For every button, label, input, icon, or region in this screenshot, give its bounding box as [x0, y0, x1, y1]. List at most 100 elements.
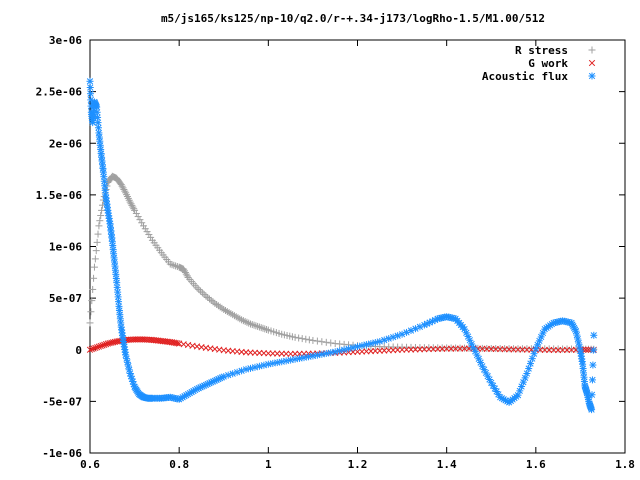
data-point-r-stress: [238, 316, 246, 324]
data-point-r-stress: [313, 337, 321, 345]
data-point-acoustic-flux: [94, 119, 102, 127]
data-point-r-stress: [90, 274, 98, 282]
data-point-r-stress: [263, 326, 271, 334]
data-point-r-stress: [138, 219, 146, 227]
data-point-r-stress: [236, 315, 244, 323]
chart-title: m5/js165/ks125/np-10/q2.0/r-+.34-j173/lo…: [161, 12, 545, 25]
data-point-r-stress: [136, 216, 144, 224]
series-marks: [86, 77, 598, 414]
data-point-r-stress: [327, 339, 335, 347]
data-point-g-work: [95, 343, 103, 350]
data-point-r-stress: [143, 228, 151, 236]
data-point-r-stress: [145, 231, 153, 239]
data-point-g-work: [102, 341, 110, 348]
data-point-r-stress: [170, 261, 178, 269]
legend-marker-acoustic-flux: [588, 72, 596, 80]
y-tick-label: 1e-06: [49, 241, 82, 254]
data-point-r-stress: [209, 298, 217, 306]
data-point-r-stress: [94, 230, 102, 238]
data-point-acoustic-flux: [590, 331, 598, 339]
data-point-r-stress: [302, 335, 310, 343]
data-point-r-stress: [140, 222, 147, 230]
data-point-r-stress: [234, 314, 242, 322]
data-point-g-work: [92, 344, 99, 352]
data-point-r-stress: [197, 287, 205, 295]
data-point-g-work: [90, 345, 97, 352]
data-point-r-stress: [248, 321, 256, 329]
plot-area-frame: [89, 39, 626, 454]
data-point-r-stress: [132, 209, 140, 217]
y-tick-label: -5e-07: [42, 395, 82, 408]
data-point-r-stress: [211, 299, 219, 307]
data-point-r-stress: [220, 305, 228, 313]
data-point-r-stress: [230, 312, 238, 320]
data-point-r-stress: [202, 292, 210, 300]
data-point-r-stress: [218, 304, 226, 312]
data-point-r-stress: [95, 222, 103, 230]
data-point-r-stress: [305, 336, 313, 344]
data-point-acoustic-flux: [589, 361, 597, 369]
data-point-r-stress: [255, 323, 263, 331]
data-point-r-stress: [198, 289, 206, 297]
y-tick-label: -1e-06: [42, 447, 82, 460]
data-point-r-stress: [259, 324, 267, 332]
data-point-g-work: [93, 344, 101, 351]
data-point-r-stress: [204, 294, 212, 302]
legend-label-g-work: G work: [528, 57, 568, 70]
data-point-r-stress: [141, 225, 149, 233]
data-point-r-stress: [295, 334, 303, 342]
data-point-r-stress: [129, 203, 137, 211]
data-point-g-work: [174, 340, 181, 347]
data-point-r-stress: [128, 201, 136, 209]
data-point-r-stress: [318, 338, 326, 346]
data-point-r-stress: [116, 179, 124, 187]
data-point-r-stress: [216, 303, 224, 311]
data-point-acoustic-flux: [525, 365, 533, 373]
axis-ticks: 0.6 0.8 1 1.2 1.4 1.6 1.8 -1e-06 -5e-07 0 5e-07 1e-…: [36, 34, 635, 471]
data-point-acoustic-flux: [530, 350, 538, 358]
data-point-r-stress: [213, 301, 221, 309]
data-point-acoustic-flux: [588, 406, 596, 414]
data-point-r-stress: [195, 285, 203, 293]
data-point-r-stress: [91, 255, 99, 263]
data-point-r-stress: [117, 181, 125, 189]
data-point-r-stress: [241, 317, 249, 325]
data-point-r-stress: [127, 200, 135, 208]
data-point-acoustic-flux: [327, 349, 335, 357]
data-point-r-stress: [131, 206, 139, 214]
data-point-r-stress: [205, 295, 213, 303]
data-point-r-stress: [121, 187, 129, 195]
data-point-r-stress: [88, 297, 96, 305]
data-point-r-stress: [90, 263, 98, 271]
data-point-r-stress: [261, 325, 269, 333]
data-point-r-stress: [322, 338, 330, 346]
data-point-r-stress: [130, 205, 138, 213]
data-point-g-work: [97, 342, 104, 350]
data-point-r-stress: [181, 269, 189, 277]
data-point-acoustic-flux: [588, 376, 596, 384]
data-point-r-stress: [229, 311, 237, 319]
data-point-r-stress: [168, 261, 176, 269]
series-acoustic-flux: [86, 77, 598, 414]
y-tick-label: 2.5e-06: [36, 86, 83, 99]
data-point-r-stress: [134, 213, 142, 221]
data-point-r-stress: [223, 308, 231, 316]
data-point-r-stress: [183, 272, 191, 280]
x-tick-label: 1.4: [437, 458, 457, 471]
x-tick-label: 1: [265, 458, 272, 471]
data-point-r-stress: [239, 317, 247, 325]
x-tick-label: 1.6: [526, 458, 546, 471]
data-point-r-stress: [120, 186, 128, 194]
data-point-acoustic-flux: [526, 360, 534, 368]
data-point-r-stress: [118, 182, 126, 190]
series-r-stress: [86, 172, 598, 353]
x-tick-label: 1.8: [615, 458, 635, 471]
legend-marker-r-stress: [588, 46, 596, 54]
data-point-r-stress: [225, 309, 233, 317]
data-point-r-stress: [243, 318, 251, 326]
y-tick-label: 3e-06: [49, 34, 82, 47]
y-tick-label: 1.5e-06: [36, 189, 83, 202]
data-point-r-stress: [166, 260, 174, 268]
